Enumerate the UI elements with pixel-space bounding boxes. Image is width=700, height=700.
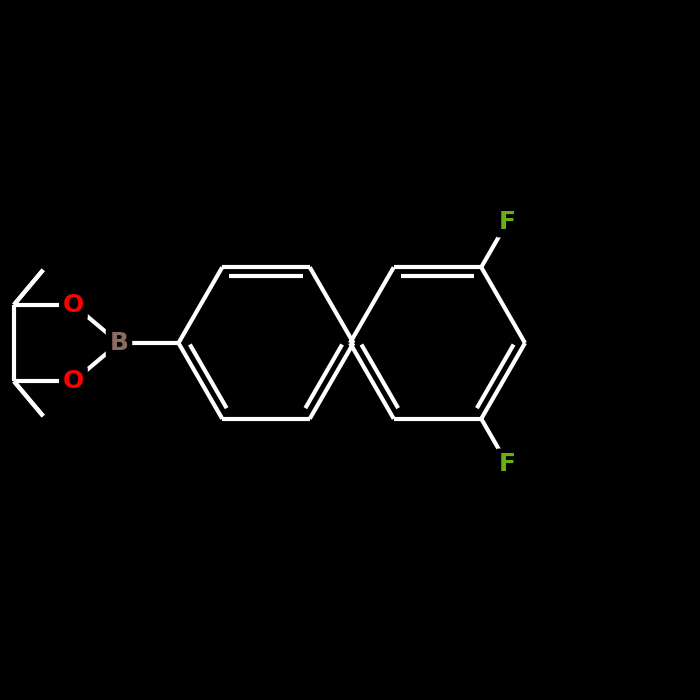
Text: B: B <box>109 331 129 355</box>
Text: O: O <box>63 293 84 317</box>
Text: F: F <box>499 210 516 234</box>
Text: F: F <box>499 452 516 476</box>
Text: O: O <box>63 369 84 393</box>
